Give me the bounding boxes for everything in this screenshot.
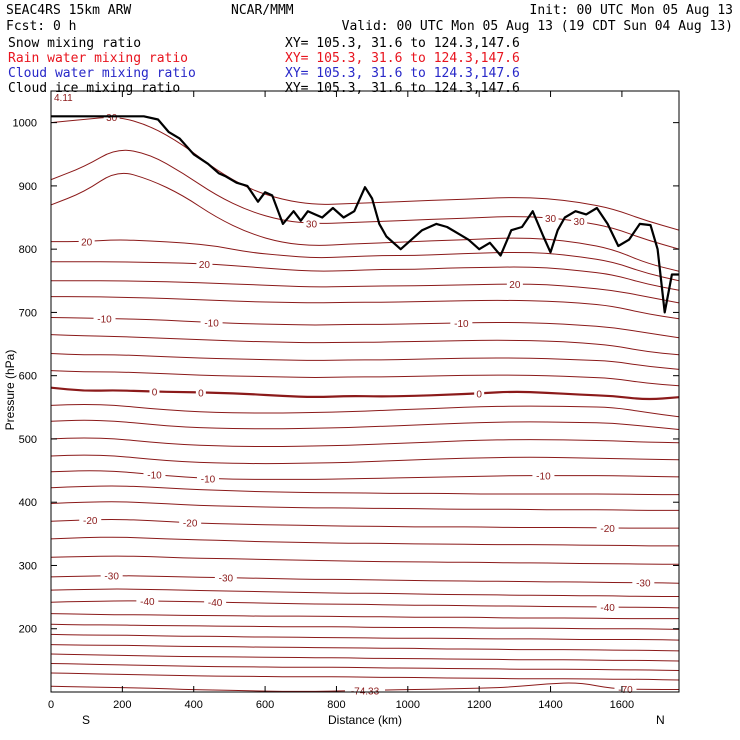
contour-label: -70 <box>618 685 633 696</box>
y-tick-label: 1000 <box>13 118 37 130</box>
contour-label: 20 <box>81 237 93 248</box>
contour-label: -10 <box>97 315 112 326</box>
y-tick-label: 600 <box>19 371 37 383</box>
y-tick-label: 400 <box>19 497 37 509</box>
contour-label: -10 <box>204 318 219 329</box>
field-name: Snow mixing ratio <box>8 36 141 51</box>
x-tick-label: 1600 <box>610 699 634 711</box>
y-tick-label: 200 <box>19 624 37 636</box>
x-tick-label: 200 <box>113 699 131 711</box>
y-tick-label: 700 <box>19 307 37 319</box>
contour-label: 30 <box>574 217 586 228</box>
x-tick-label: 600 <box>256 699 274 711</box>
contour-label: -40 <box>140 597 155 608</box>
contour-label: -20 <box>600 524 615 535</box>
contour-label: -30 <box>219 574 234 585</box>
contour-label: -40 <box>208 598 223 609</box>
contour-label: 30 <box>545 214 557 225</box>
field-name: Cloud ice mixing ratio <box>8 81 180 96</box>
valid-time: Valid: 00 UTC Mon 05 Aug 13 (19 CDT Sun … <box>342 19 733 34</box>
contour-label: -30 <box>104 572 119 583</box>
x-tick-label: 400 <box>185 699 203 711</box>
x-tick-label: 1200 <box>467 699 491 711</box>
forecast-hour: Fcst: 0 h <box>6 19 76 34</box>
field-extent: XY= 105.3, 31.6 to 124.3,147.6 <box>285 36 520 51</box>
contour-label: -20 <box>183 519 198 530</box>
field-name: Cloud water mixing ratio <box>8 66 196 81</box>
contour-label: 20 <box>509 280 521 291</box>
field-extent: XY= 105.3, 31.6 to 124.3,147.6 <box>285 81 520 96</box>
contour-label: -20 <box>83 516 98 527</box>
contour-label: 30 <box>306 219 318 230</box>
center-name: NCAR/MMM <box>231 3 294 18</box>
x-tick-label: 1000 <box>396 699 420 711</box>
cross-section-figure: SEAC4RS 15km ARW NCAR/MMM Init: 00 UTC M… <box>0 0 740 740</box>
corner-value-label: 4.11 <box>54 93 73 104</box>
y-axis-label: Pressure (hPa) <box>3 350 17 431</box>
field-name: Rain water mixing ratio <box>8 51 188 66</box>
x-tick-label: 800 <box>327 699 345 711</box>
contour-label: -10 <box>454 319 469 330</box>
init-time: Init: 00 UTC Mon 05 Aug 13 <box>530 3 734 18</box>
north-endpoint-label: N <box>656 713 665 727</box>
y-tick-label: 900 <box>19 181 37 193</box>
contour-label: -10 <box>147 471 162 482</box>
contour-label: -10 <box>536 472 551 483</box>
x-tick-label: 1400 <box>538 699 562 711</box>
x-axis-label: Distance (km) <box>328 713 402 727</box>
contour-label: 0 <box>152 388 158 399</box>
contour-label: -40 <box>600 603 615 614</box>
y-tick-label: 500 <box>19 434 37 446</box>
field-extent: XY= 105.3, 31.6 to 124.3,147.6 <box>285 51 520 66</box>
contour-label: -10 <box>201 474 216 485</box>
contour-label: -30 <box>636 579 651 590</box>
contour-label: 0 <box>198 388 204 399</box>
model-title: SEAC4RS 15km ARW <box>6 3 131 18</box>
contour-label: 30 <box>106 113 118 124</box>
south-endpoint-label: S <box>82 713 90 727</box>
y-tick-label: 300 <box>19 560 37 572</box>
contour-label: 0 <box>476 389 482 400</box>
contour-label: 20 <box>199 260 211 271</box>
x-tick-label: 0 <box>48 699 54 711</box>
y-tick-label: 800 <box>19 244 37 256</box>
field-extent: XY= 105.3, 31.6 to 124.3,147.6 <box>285 66 520 81</box>
